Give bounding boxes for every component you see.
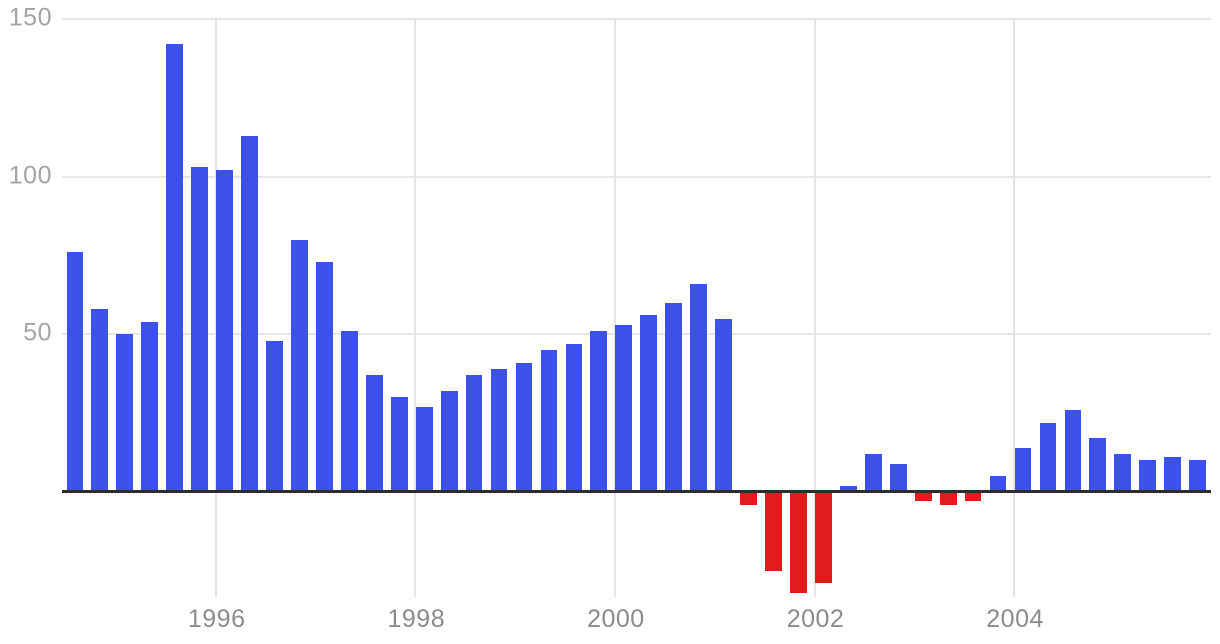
gridline-y-150: [62, 17, 1211, 20]
bar-1998-q2[interactable]: [440, 391, 458, 492]
bar-1996-q4[interactable]: [291, 239, 308, 492]
bar-1994-q4[interactable]: [91, 309, 109, 492]
bar-2001-q1[interactable]: [715, 318, 732, 492]
bar-2002-q1[interactable]: [815, 491, 832, 584]
bar-2003-q4[interactable]: [989, 476, 1007, 492]
bar-1996-q3[interactable]: [266, 340, 283, 492]
y-tick-label-100: 100: [8, 160, 52, 189]
bar-2004-q4[interactable]: [1089, 438, 1107, 492]
bar-2003-q1[interactable]: [914, 491, 932, 502]
bar-1999-q2[interactable]: [540, 350, 558, 492]
gridline-y-50: [62, 333, 1211, 336]
x-tick-label-1996: 1996: [187, 605, 246, 633]
bar-1995-q3[interactable]: [166, 44, 184, 492]
bar-1999-q1[interactable]: [515, 362, 533, 492]
bar-2004-q1[interactable]: [1014, 447, 1032, 492]
x-tick-label-2000: 2000: [587, 605, 645, 633]
bar-2005-q3[interactable]: [1164, 457, 1182, 492]
bar-1997-q3[interactable]: [365, 375, 383, 492]
gridline-x-2000: [613, 19, 616, 597]
bar-1995-q1[interactable]: [116, 334, 134, 492]
bar-2001-q3[interactable]: [765, 491, 782, 571]
bar-1996-q2[interactable]: [241, 135, 258, 492]
y-tick-label-150: 150: [8, 3, 52, 32]
gridline-x-2004: [1013, 19, 1016, 597]
bar-2003-q2[interactable]: [939, 491, 957, 505]
bar-2004-q3[interactable]: [1064, 409, 1082, 492]
bar-2005-q2[interactable]: [1139, 460, 1157, 492]
x-tick-label-2004: 2004: [986, 605, 1044, 633]
bar-2005-q1[interactable]: [1114, 454, 1132, 492]
bar-1997-q4[interactable]: [390, 397, 408, 492]
bar-2000-q2[interactable]: [640, 315, 658, 492]
y-tick-label-50: 50: [23, 318, 52, 347]
x-axis-zero-line: [62, 489, 1211, 493]
x-tick-label-1998: 1998: [387, 605, 446, 633]
bar-2003-q3[interactable]: [964, 491, 982, 502]
x-tick-label-2002: 2002: [786, 605, 845, 633]
gridline-y-100: [62, 175, 1211, 178]
bar-1997-q1[interactable]: [316, 261, 333, 492]
bar-2002-q3[interactable]: [864, 454, 882, 492]
gridline-x-2002: [813, 19, 816, 597]
bar-1997-q2[interactable]: [340, 331, 358, 492]
gridline-x-1996: [214, 19, 217, 597]
bar-1996-q1[interactable]: [216, 170, 233, 492]
bar-1998-q1[interactable]: [415, 406, 433, 492]
bar-1995-q4[interactable]: [191, 167, 209, 492]
bar-1998-q3[interactable]: [465, 375, 483, 492]
bar-1999-q3[interactable]: [565, 343, 583, 492]
bar-2000-q1[interactable]: [615, 324, 633, 492]
bar-2005-q4[interactable]: [1189, 460, 1207, 492]
bar-2001-q4[interactable]: [790, 491, 807, 593]
bar-2001-q2[interactable]: [740, 491, 757, 505]
bar-1999-q4[interactable]: [590, 331, 608, 492]
bar-1998-q4[interactable]: [490, 368, 508, 492]
bar-2004-q2[interactable]: [1039, 422, 1057, 492]
bar-2002-q4[interactable]: [889, 463, 907, 492]
gridline-x-1998: [414, 19, 417, 597]
bar-1995-q2[interactable]: [141, 321, 159, 492]
bar-1994-q3[interactable]: [66, 252, 84, 492]
bar-2000-q4[interactable]: [690, 283, 708, 492]
bar-2000-q3[interactable]: [665, 302, 683, 492]
bar-2002-q2[interactable]: [839, 485, 857, 492]
